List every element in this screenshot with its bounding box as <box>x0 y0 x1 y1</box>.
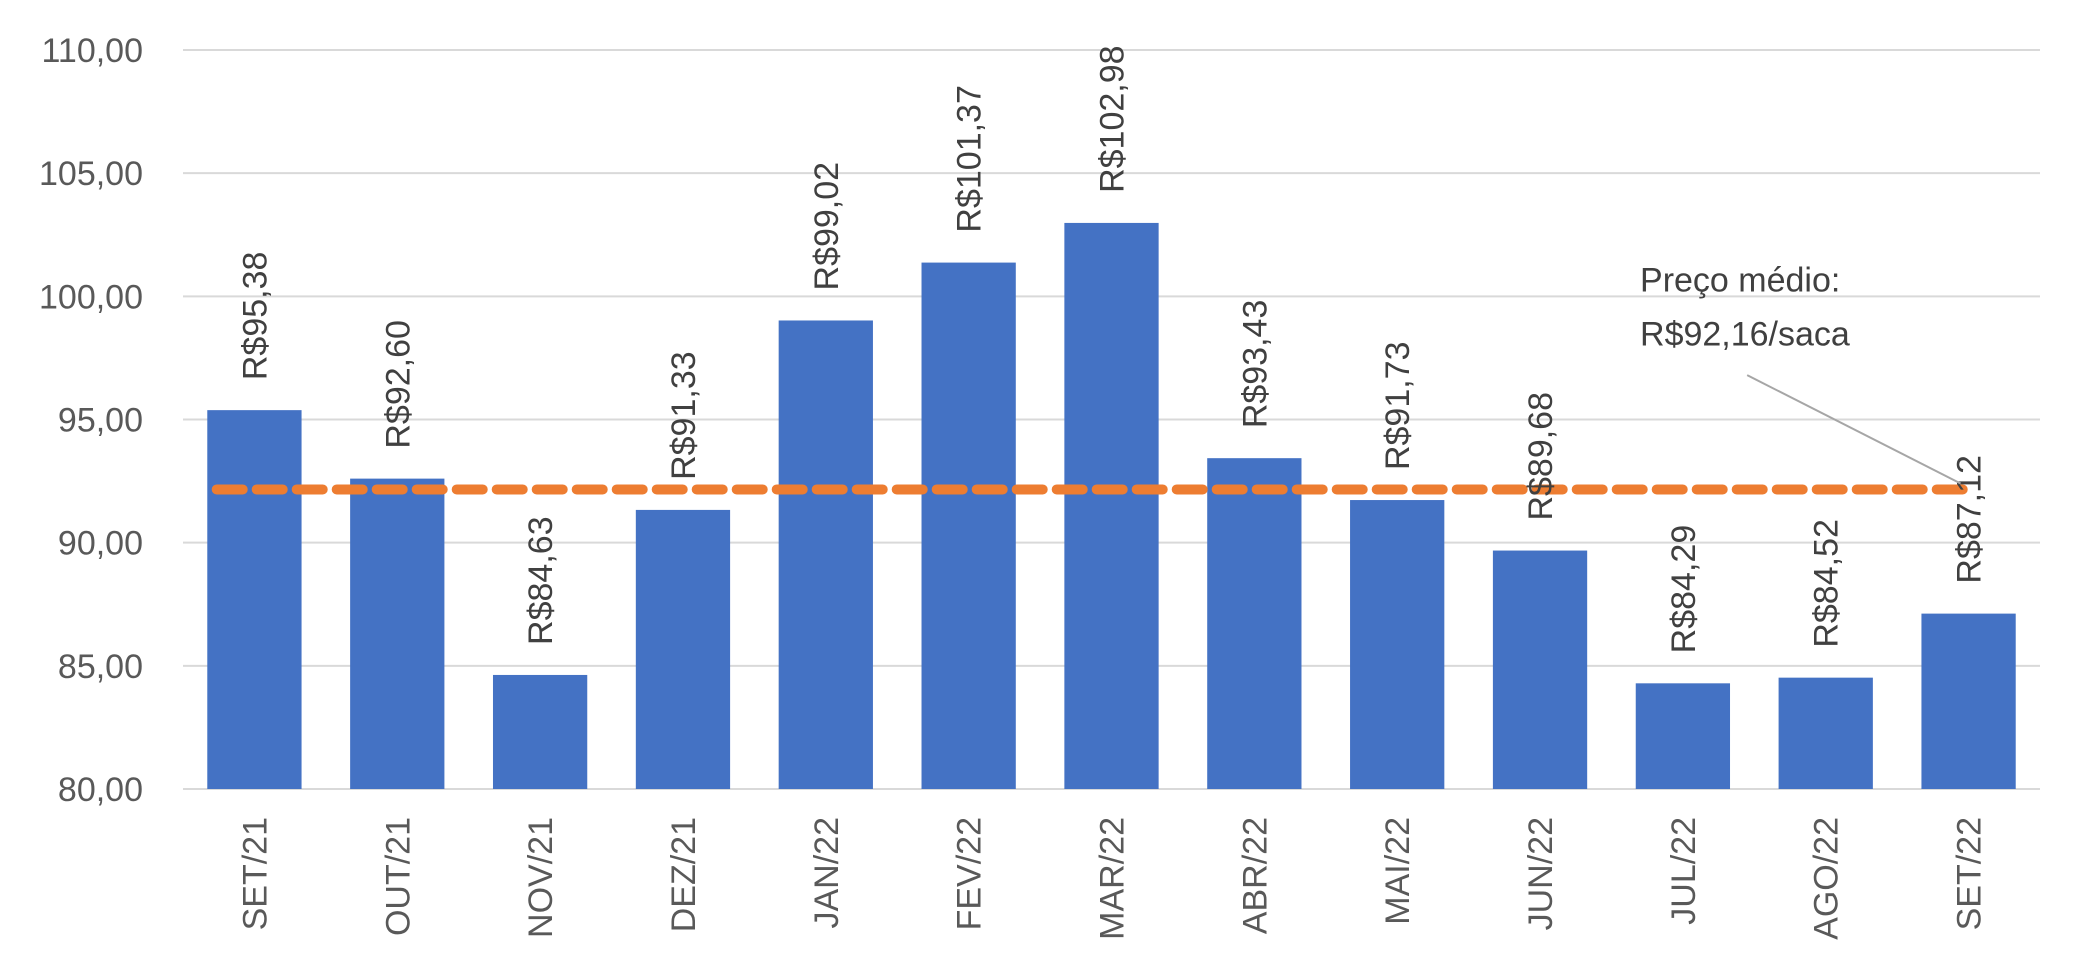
y-tick-label: 80,00 <box>58 771 143 809</box>
category-label: MAR/22 <box>1094 817 1132 940</box>
category-label: ABR/22 <box>1236 817 1274 934</box>
data-label: R$99,02 <box>808 162 846 291</box>
category-label: SET/22 <box>1951 817 1989 930</box>
y-tick-label: 90,00 <box>58 525 143 563</box>
bar <box>1635 683 1731 789</box>
category-label: OUT/21 <box>379 817 417 936</box>
bar <box>635 509 731 789</box>
data-label: R$91,33 <box>665 351 703 480</box>
y-tick-label: 105,00 <box>39 155 143 193</box>
y-tick-label: 100,00 <box>39 278 143 316</box>
data-label: R$92,60 <box>379 320 417 449</box>
y-tick-label: 110,00 <box>42 32 143 70</box>
bar <box>207 410 302 789</box>
category-label: SET/21 <box>236 817 274 930</box>
average-annotation: Preço médio: R$92,16/saca <box>1640 261 1962 485</box>
data-label: R$101,37 <box>951 85 989 232</box>
data-label: R$91,73 <box>1379 342 1417 471</box>
category-label: AGO/22 <box>1808 817 1846 940</box>
bar <box>1350 500 1445 789</box>
data-label: R$84,63 <box>522 516 560 645</box>
data-label: R$102,98 <box>1094 45 1132 192</box>
bar <box>778 320 873 789</box>
y-tick-label: 85,00 <box>58 648 143 686</box>
bar <box>921 262 1016 789</box>
y-axis-tick-labels: 80,00 85,00 90,00 95,00 100,00 105,00 110,00 <box>39 32 143 809</box>
category-label: MAI/22 <box>1379 817 1417 925</box>
data-label: R$89,68 <box>1522 392 1560 521</box>
x-axis-category-labels: SET/21 OUT/21 NOV/21 DEZ/21 JAN/22 FEV/22 MAR/… <box>236 817 1988 940</box>
bar <box>350 478 445 789</box>
annotation-leader-line <box>1746 374 1962 485</box>
data-label: R$87,12 <box>1951 455 1989 584</box>
bar <box>1492 550 1588 789</box>
bar <box>1778 677 1873 789</box>
bars <box>207 222 2016 789</box>
data-labels: R$95,38 R$92,60 R$84,63 R$91,33 R$99,02 R$101… <box>236 45 1988 653</box>
bar <box>1921 613 2016 789</box>
annotation-line-2: R$92,16/saca <box>1640 316 1850 354</box>
bar <box>1207 458 1302 789</box>
category-label: DEZ/21 <box>665 817 703 932</box>
bar <box>492 674 588 789</box>
data-label: R$95,38 <box>236 252 274 381</box>
data-label: R$84,52 <box>1808 519 1846 648</box>
data-label: R$84,29 <box>1665 525 1703 654</box>
category-label: FEV/22 <box>951 817 989 930</box>
category-label: NOV/21 <box>522 817 560 938</box>
category-label: JAN/22 <box>808 817 846 929</box>
category-label: JUN/22 <box>1522 817 1560 930</box>
annotation-line-1: Preço médio: <box>1640 261 1840 299</box>
bar <box>1064 222 1159 789</box>
category-label: JUL/22 <box>1665 817 1703 925</box>
y-tick-label: 95,00 <box>58 402 143 440</box>
data-label: R$93,43 <box>1236 300 1274 429</box>
